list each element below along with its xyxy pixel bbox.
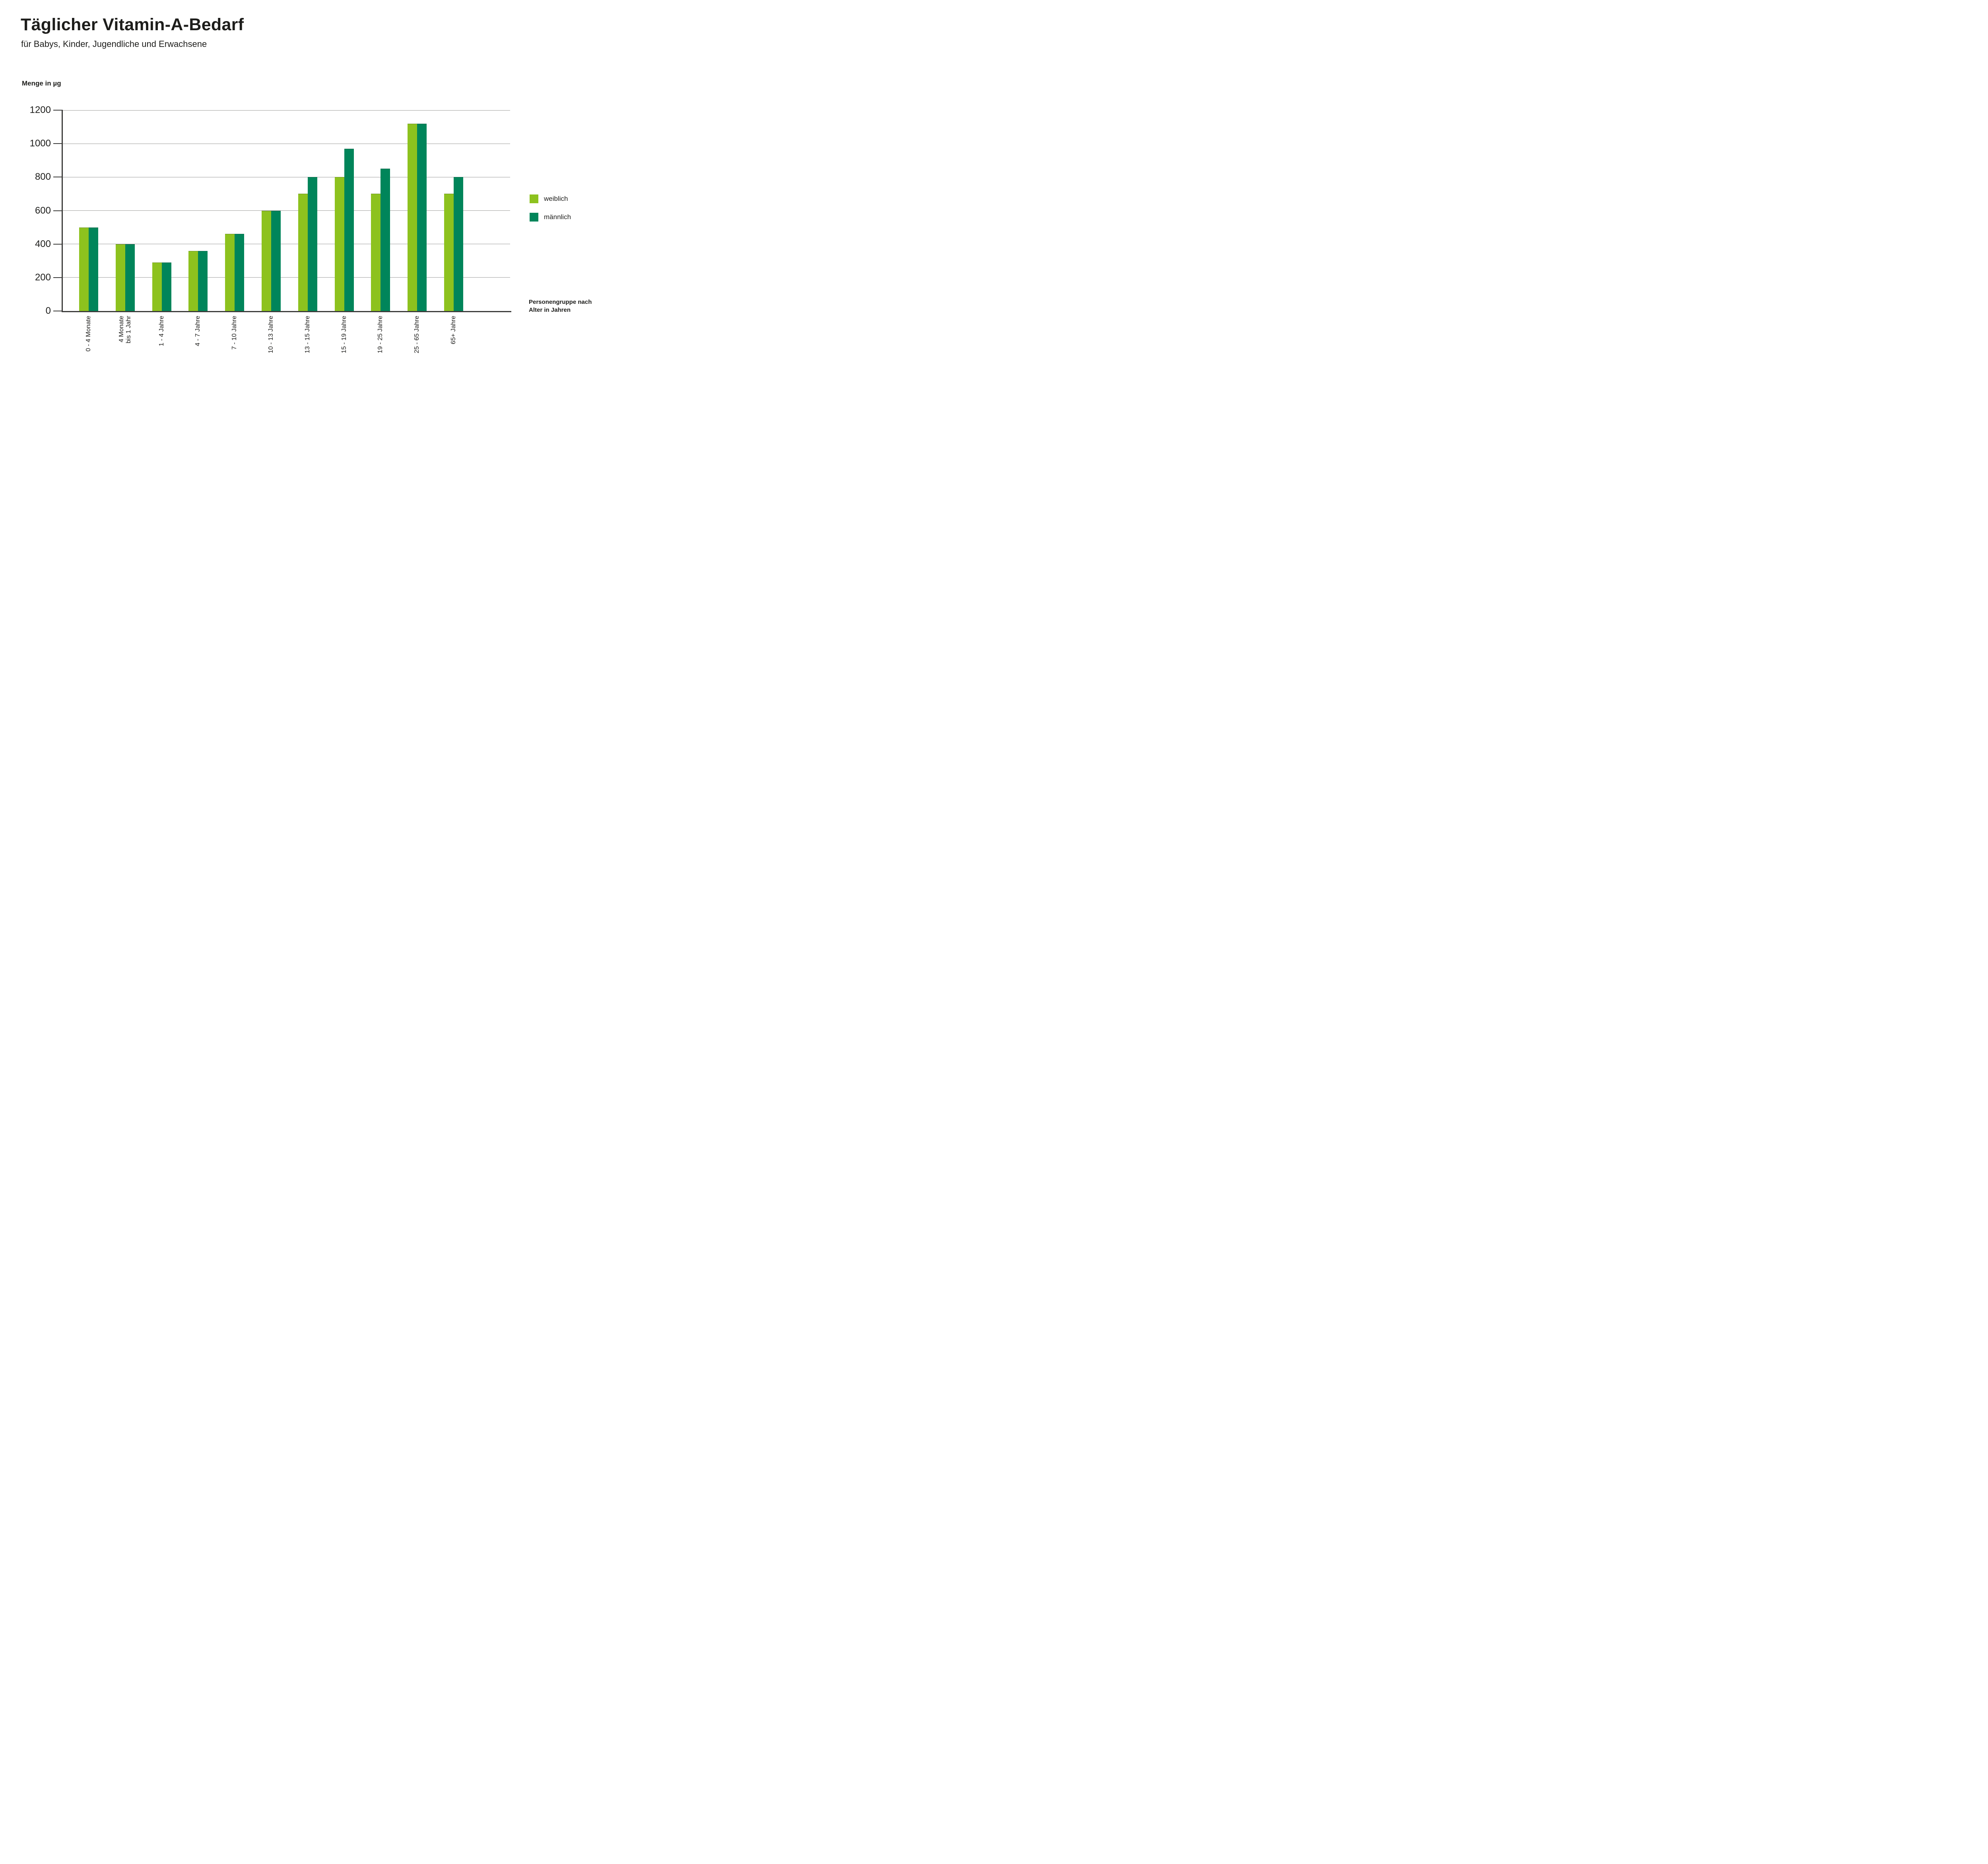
x-tick-label: 13 - 15 Jahre: [304, 316, 311, 354]
y-axis-title: Menge in µg: [22, 80, 61, 87]
bar-weiblich: [408, 123, 417, 311]
bar-weiblich: [152, 262, 162, 311]
x-tick-label: 19 - 25 Jahre: [377, 316, 384, 354]
chart-subtitle: für Babys, Kinder, Jugendliche und Erwac…: [21, 39, 207, 49]
x-tick-label: 4 - 7 Jahre: [194, 316, 202, 346]
y-tick-label: 0: [45, 305, 51, 316]
y-tick-label: 600: [35, 205, 51, 216]
y-tick-label: 400: [35, 238, 51, 249]
y-tick-mark: [53, 110, 63, 111]
y-tick-label: 200: [35, 272, 51, 283]
bar-männlich: [344, 148, 354, 311]
legend-item: weiblich: [530, 194, 593, 203]
legend-item: männlich: [530, 213, 593, 222]
bar-weiblich: [371, 194, 381, 311]
bar-weiblich: [262, 210, 271, 311]
bar-weiblich: [188, 251, 198, 311]
bar-weiblich: [225, 234, 235, 311]
bar-weiblich: [115, 244, 125, 311]
bar-männlich: [235, 234, 245, 311]
bar-männlich: [125, 244, 135, 311]
x-axis-line: [62, 311, 511, 312]
y-tick-mark: [53, 143, 63, 144]
bar-männlich: [381, 169, 390, 311]
legend-swatch-weiblich: [530, 194, 538, 203]
infographic-page: Täglicher Vitamin-A-Bedarf für Babys, Ki…: [0, 0, 612, 373]
y-tick-label: 800: [35, 171, 51, 183]
y-tick-mark: [53, 210, 63, 211]
y-tick-mark: [53, 277, 63, 278]
bar-männlich: [198, 251, 208, 311]
bar-männlich: [307, 177, 317, 311]
y-axis-line: [62, 110, 63, 312]
y-tick-label: 1000: [29, 138, 51, 149]
chart-title: Täglicher Vitamin-A-Bedarf: [21, 15, 244, 34]
bar-männlich: [417, 123, 427, 311]
x-tick-label: 7 - 10 Jahre: [231, 316, 238, 350]
bar-männlich: [454, 177, 463, 311]
gridline: [63, 110, 510, 111]
x-tick-label: 0 - 4 Monate: [85, 316, 92, 352]
legend-label: weiblich: [544, 195, 568, 202]
x-tick-label: 10 - 13 Jahre: [268, 316, 274, 354]
bar-männlich: [271, 210, 281, 311]
bar-männlich: [89, 227, 98, 311]
bar-weiblich: [334, 177, 344, 311]
x-tick-label: 15 - 19 Jahre: [340, 316, 348, 354]
x-axis-caption: Personengruppe nach Alter in Jahren: [529, 299, 592, 313]
bar-weiblich: [444, 194, 454, 311]
legend-swatch-männlich: [530, 213, 538, 222]
x-tick-label: 65+ Jahre: [450, 316, 457, 344]
x-tick-label: 25 - 65 Jahre: [414, 316, 421, 354]
gridline: [63, 210, 510, 211]
x-tick-label: 4 Monate bis 1 Jahr: [118, 316, 132, 344]
bar-weiblich: [79, 227, 89, 311]
bar-weiblich: [298, 194, 308, 311]
bar-männlich: [161, 262, 171, 311]
gridline: [63, 277, 510, 278]
legend-label: männlich: [544, 213, 571, 221]
y-tick-label: 1200: [29, 105, 51, 115]
y-tick-mark: [53, 243, 63, 245]
x-tick-label: 1 - 4 Jahre: [158, 316, 165, 346]
